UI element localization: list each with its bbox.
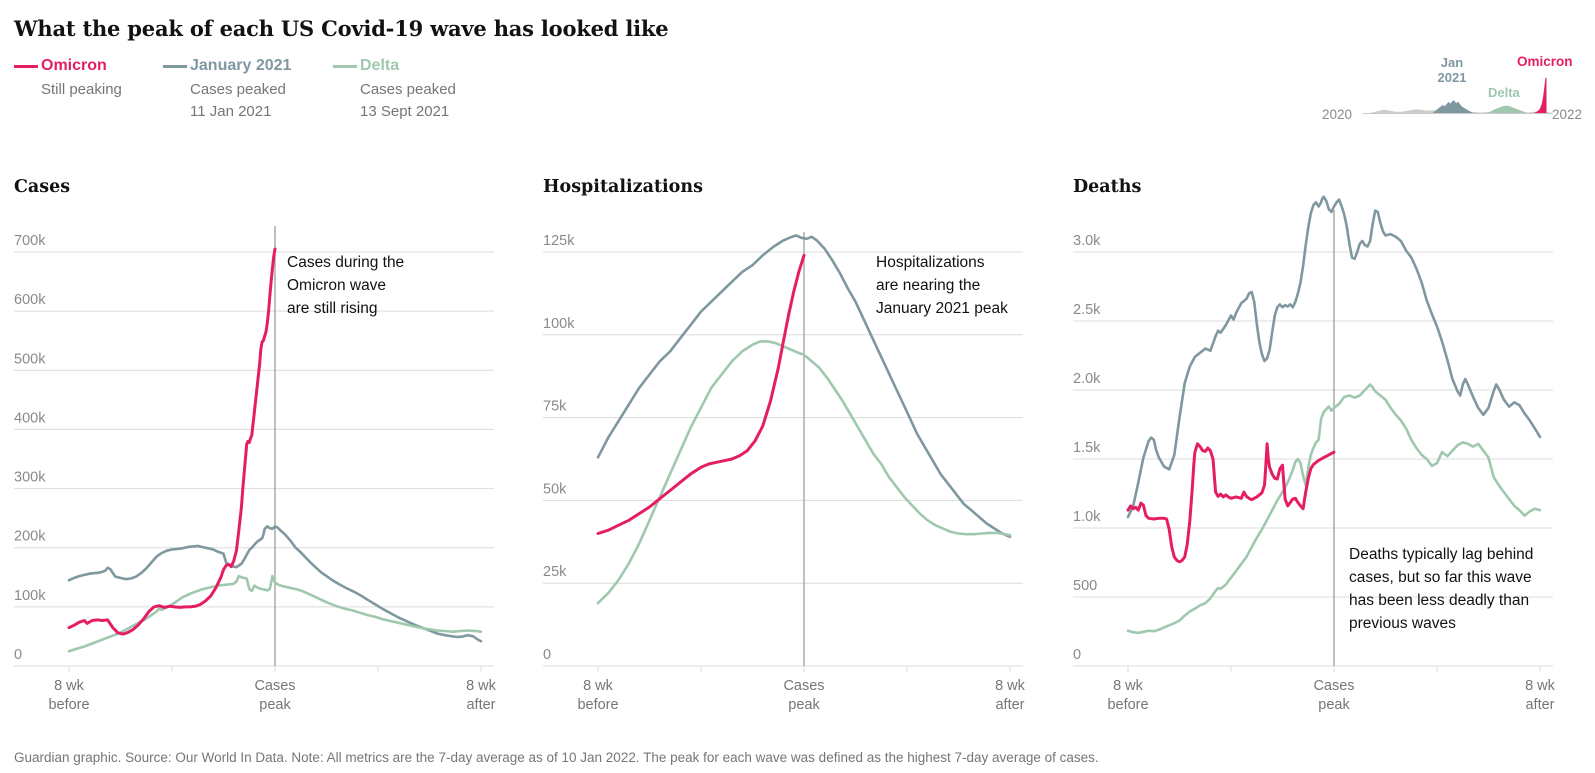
y-axis-tick-label: 600k xyxy=(14,292,46,308)
y-axis-tick-label: 50k xyxy=(543,481,567,497)
y-axis-tick-label: 1.0k xyxy=(1073,509,1101,525)
y-axis-tick-label: 0 xyxy=(543,647,551,663)
y-axis-tick-label: 400k xyxy=(14,410,46,426)
omicron-line xyxy=(67,247,277,636)
delta-line xyxy=(1126,383,1542,635)
jan2021-line xyxy=(1126,195,1542,519)
y-axis-tick-label: 2.0k xyxy=(1073,371,1101,387)
deaths-panel-title: Deaths xyxy=(1073,177,1142,197)
january-2021-legend-label: January 2021 xyxy=(190,57,292,74)
x-axis-label: peak xyxy=(1318,697,1350,713)
x-axis-label: after xyxy=(1525,697,1554,713)
x-axis-label: 8 wk xyxy=(583,678,614,694)
mini-chart-areas xyxy=(1363,77,1553,114)
legend-item-january-2021: January 2021 Cases peaked 11 Jan 2021 xyxy=(163,57,291,123)
x-axis-label: peak xyxy=(259,697,291,713)
y-axis-tick-label: 2.5k xyxy=(1073,302,1101,318)
x-axis-label: Cases xyxy=(1313,678,1354,694)
mini-delta-label: Delta xyxy=(1488,85,1520,100)
jan2021-line xyxy=(67,525,483,643)
mini-area-jan2021 xyxy=(1431,100,1477,114)
january-2021-legend-swatch xyxy=(163,64,187,68)
omicron-line xyxy=(596,253,806,535)
x-axis-label: 8 wk xyxy=(1113,678,1144,694)
delta-legend-label: Delta xyxy=(360,57,400,74)
x-axis-label: after xyxy=(466,697,495,713)
y-axis-tick-label: 700k xyxy=(14,233,46,249)
x-axis-label: 8 wk xyxy=(54,678,85,694)
deaths-annotation: Deaths typically lag behind cases, but s… xyxy=(1349,546,1534,632)
y-axis-tick-label: 500 xyxy=(1073,578,1097,594)
mini-jan-2021-label: Jan 2021 xyxy=(1437,55,1467,85)
y-axis-tick-label: 1.5k xyxy=(1073,440,1101,456)
delta-legend-swatch xyxy=(333,64,357,68)
y-axis-tick-label: 0 xyxy=(14,647,22,663)
y-axis-tick-label: 25k xyxy=(543,564,567,580)
mini-omicron-label: Omicron xyxy=(1517,54,1573,69)
x-axis-label: 8 wk xyxy=(466,678,497,694)
cases-chart: 700k 600k 500k 400k 300k 200k 100k 0 8 wk before C… xyxy=(14,226,497,713)
y-axis-tick-label: 100k xyxy=(14,588,46,604)
page-title: What the peak of each US Covid-19 wave h… xyxy=(14,16,669,42)
legend-item-omicron: Omicron Still peaking xyxy=(14,57,122,101)
delta-line xyxy=(596,340,1012,605)
x-axis-label: 8 wk xyxy=(1525,678,1556,694)
hospitalizations-panel-title: Hospitalizations xyxy=(543,177,703,197)
y-axis-tick-label: 100k xyxy=(543,316,575,332)
y-axis-tick-label: 75k xyxy=(543,399,567,415)
x-axis-label: Cases xyxy=(783,678,824,694)
mini-area-delta xyxy=(1484,105,1534,114)
timeline-mini-chart: Jan 2021 Delta Omicron 2020 2022 xyxy=(1295,52,1595,126)
x-axis-label: Cases xyxy=(254,678,295,694)
y-axis-tick-label: 200k xyxy=(14,529,46,545)
x-axis-label: before xyxy=(1107,697,1148,713)
legend-item-delta: Delta Cases peaked 13 Sept 2021 xyxy=(333,57,456,123)
y-axis-tick-label: 3.0k xyxy=(1073,233,1101,249)
source-note: Guardian graphic. Source: Our World In D… xyxy=(14,750,1099,765)
cases-annotation: Cases during the Omicron wave are still … xyxy=(287,254,405,317)
x-axis-label: after xyxy=(995,697,1024,713)
y-axis-tick-label: 0 xyxy=(1073,647,1081,663)
deaths-chart: 3.0k 2.5k 2.0k 1.5k 1.0k 500 0 8 wk before Cases p… xyxy=(1073,195,1556,713)
mini-area-omicron xyxy=(1530,77,1547,114)
hospitalizations-annotation: Hospitalizations are nearing the January… xyxy=(876,254,1008,317)
x-axis-label: 8 wk xyxy=(995,678,1026,694)
delta-line xyxy=(67,574,483,653)
mini-year-start: 2020 xyxy=(1322,107,1353,122)
y-axis-tick-label: 125k xyxy=(543,233,575,249)
jan2021-line xyxy=(596,234,1012,539)
cases-panel-title: Cases xyxy=(14,177,71,197)
mini-year-end: 2022 xyxy=(1552,107,1583,122)
omicron-line xyxy=(1126,442,1336,564)
x-axis-label: peak xyxy=(788,697,820,713)
y-axis-tick-label: 500k xyxy=(14,351,46,367)
x-axis-label: before xyxy=(577,697,618,713)
omicron-legend-label: Omicron xyxy=(41,57,107,74)
x-axis-label: before xyxy=(48,697,89,713)
delta-legend-sub: Cases peaked 13 Sept 2021 xyxy=(360,81,456,120)
hospitalizations-chart: 125k 100k 75k 50k 25k 0 8 wk before Cases peak 8 w… xyxy=(543,232,1026,713)
omicron-legend-swatch xyxy=(14,64,38,68)
january-2021-legend-sub: Cases peaked 11 Jan 2021 xyxy=(190,81,286,120)
omicron-legend-sub: Still peaking xyxy=(41,81,122,98)
y-axis-tick-label: 300k xyxy=(14,470,46,486)
